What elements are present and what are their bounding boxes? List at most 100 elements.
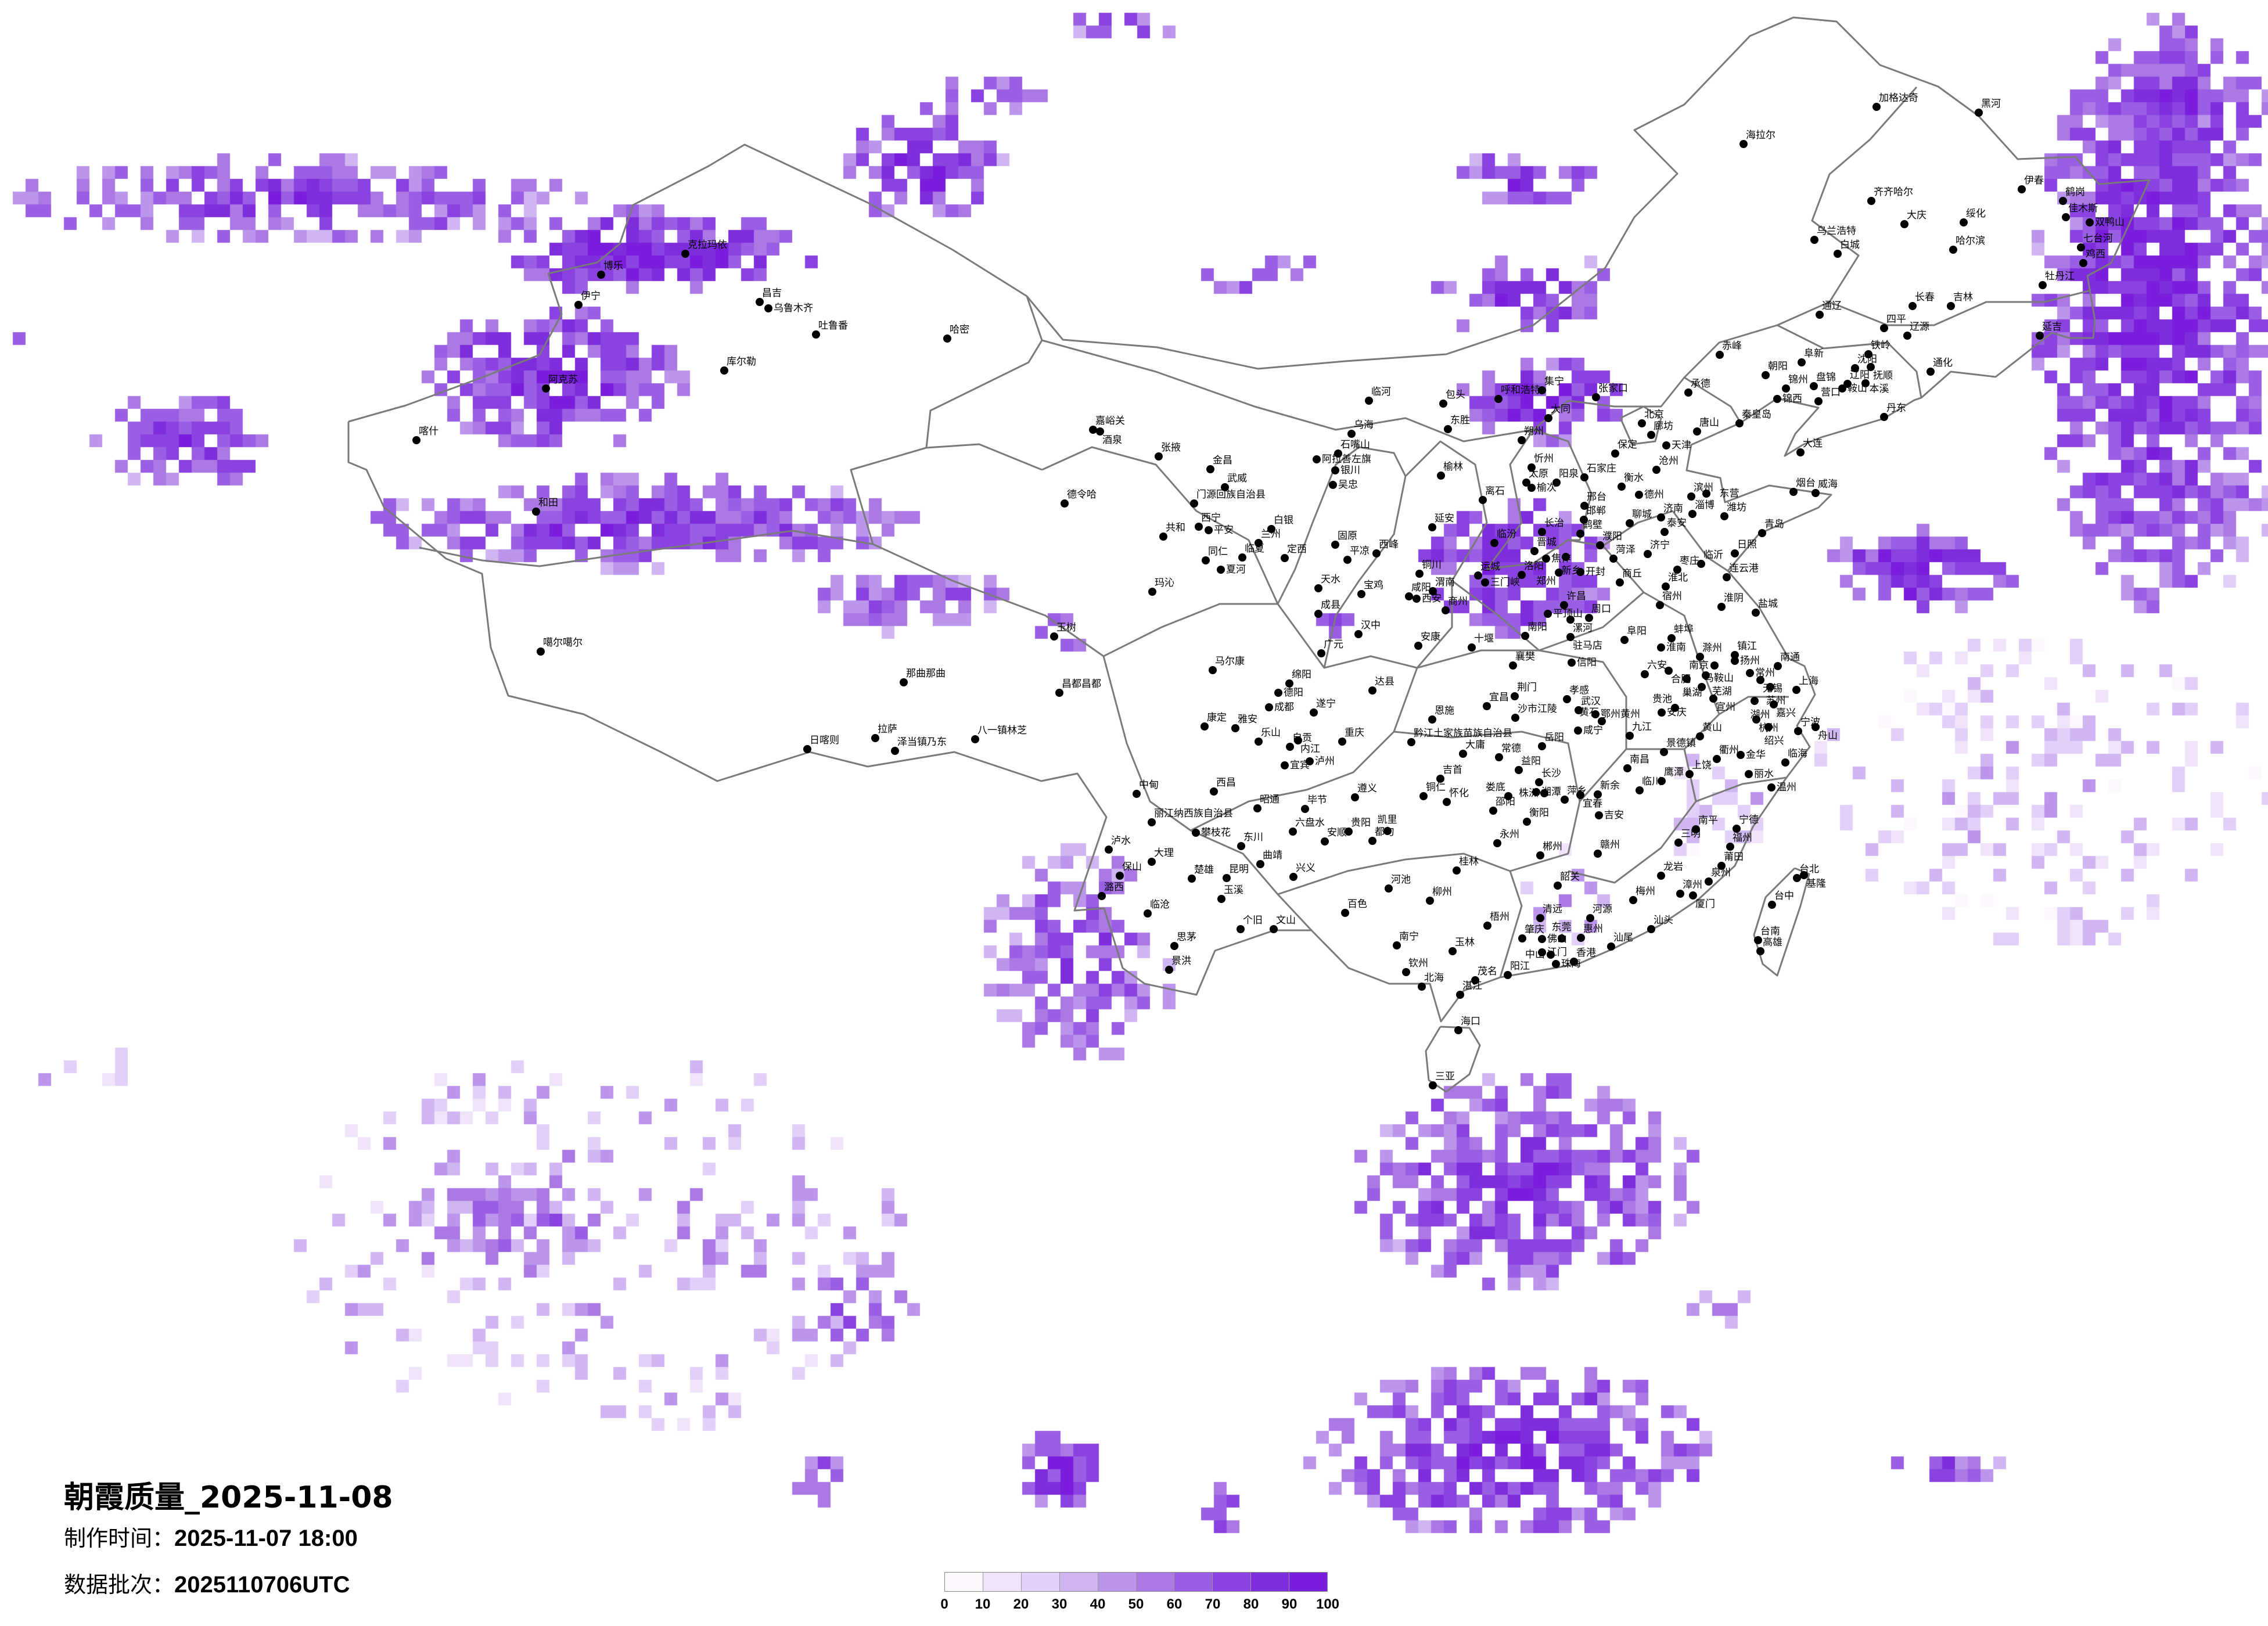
city-dot-icon: [1429, 1081, 1437, 1089]
city-label: 临夏: [1245, 543, 1264, 555]
city-dot-icon: [1419, 792, 1428, 800]
city-dot-icon: [1538, 528, 1546, 536]
city-dot-icon: [1834, 250, 1842, 258]
city-label: 黄石: [1579, 707, 1599, 718]
legend-swatch: [945, 1573, 983, 1591]
city-dot-icon: [1255, 738, 1263, 746]
city-label: 平凉: [1350, 545, 1370, 557]
city-label: 南阳: [1527, 621, 1547, 633]
city-label: 济宁: [1650, 539, 1670, 551]
city-dot-icon: [1629, 896, 1637, 904]
city-label: 丽水: [1754, 768, 1774, 780]
city-dot-icon: [2036, 332, 2044, 340]
city-dot-icon: [1301, 805, 1309, 813]
city-dot-icon: [1636, 786, 1644, 794]
city-dot-icon: [1494, 395, 1503, 403]
city-dot-icon: [2086, 218, 2094, 226]
city-label: 保定: [1618, 439, 1637, 451]
city-dot-icon: [1237, 842, 1245, 850]
city-label: 泸州: [1315, 756, 1335, 767]
province-border-sichuan: [1102, 603, 1418, 832]
city-dot-icon: [1368, 686, 1376, 695]
city-label: 蚌埠: [1674, 624, 1694, 635]
city-dot-icon: [2039, 281, 2047, 289]
city-dot-icon: [1415, 570, 1424, 578]
city-label: 雅安: [1238, 714, 1257, 725]
city-dot-icon: [1861, 379, 1870, 387]
city-label: 赣州: [1600, 839, 1620, 851]
city-dot-icon: [1702, 671, 1710, 679]
city-dot-icon: [1329, 481, 1337, 489]
city-label: 温州: [1777, 782, 1796, 793]
city-dot-icon: [1256, 860, 1264, 868]
city-label: 宿州: [1662, 591, 1682, 602]
city-label: 上海: [1799, 675, 1818, 687]
city-label: 和田: [538, 497, 558, 509]
city-label: 恩施: [1435, 705, 1454, 717]
city-dot-icon: [1540, 789, 1548, 797]
city-label: 平安: [1214, 524, 1234, 536]
city-dot-icon: [1538, 935, 1546, 943]
city-dot-icon: [1439, 400, 1447, 408]
city-label: 清远: [1543, 904, 1562, 915]
city-label: 张家口: [1598, 383, 1628, 394]
city-label: 漯河: [1573, 623, 1593, 634]
city-dot-icon: [1623, 764, 1631, 772]
city-dot-icon: [1148, 858, 1156, 866]
city-dot-icon: [1673, 566, 1681, 574]
city-dot-icon: [1575, 706, 1583, 714]
legend-tick-label: 70: [1205, 1596, 1221, 1612]
city-dot-icon: [1289, 873, 1297, 881]
city-dot-icon: [1265, 703, 1273, 711]
city-label: 株洲: [1519, 787, 1539, 799]
city-label: 兴义: [1296, 862, 1315, 874]
city-dot-icon: [1535, 778, 1543, 786]
city-label: 铁岭: [1871, 340, 1890, 351]
city-dot-icon: [1418, 983, 1426, 991]
city-label: 娄底: [1486, 782, 1505, 793]
city-label: 那曲那曲: [906, 668, 946, 679]
city-dot-icon: [1428, 523, 1436, 531]
city-dot-icon: [1479, 496, 1487, 504]
city-dot-icon: [1437, 472, 1445, 480]
city-label: 扬州: [1740, 655, 1760, 667]
city-label: 沧州: [1659, 455, 1678, 467]
province-border-northeast: [1683, 87, 1918, 379]
city-dot-icon: [1281, 554, 1289, 562]
city-label: 九江: [1632, 721, 1652, 733]
city-dot-icon: [1594, 850, 1602, 858]
city-dot-icon: [1321, 837, 1329, 846]
city-dot-icon: [1762, 371, 1770, 379]
city-dot-icon: [1685, 770, 1694, 778]
city-label: 锦州: [1788, 374, 1808, 386]
city-dot-icon: [1665, 667, 1673, 675]
city-label: 大同: [1551, 404, 1570, 415]
city-dot-icon: [1538, 742, 1546, 750]
city-label: 四平: [1886, 314, 1906, 325]
city-dot-icon: [1195, 523, 1203, 531]
city-dot-icon: [1527, 463, 1536, 472]
city-label: 梅州: [1636, 886, 1655, 897]
city-dot-icon: [1814, 397, 1823, 405]
city-dot-icon: [1444, 425, 1452, 433]
city-dot-icon: [1687, 492, 1695, 501]
legend-tick-label: 50: [1128, 1596, 1144, 1612]
city-dot-icon: [1880, 324, 1888, 332]
production-time: 制作时间：2025-11-07 18:00: [64, 1520, 358, 1552]
city-dot-icon: [1412, 595, 1421, 603]
city-dot-icon: [1684, 388, 1692, 397]
city-dot-icon: [1231, 724, 1239, 732]
city-dot-icon: [1713, 755, 1721, 763]
city-label: 平顶山: [1553, 608, 1583, 620]
city-label: 衢州: [1719, 744, 1739, 756]
city-label: 武威: [1227, 473, 1247, 484]
city-label: 临河: [1371, 386, 1391, 398]
city-dot-icon: [900, 678, 908, 686]
city-label: 南平: [1698, 815, 1718, 826]
city-dot-icon: [1745, 770, 1753, 778]
data-batch-value: 2025110706UTC: [174, 1572, 350, 1598]
city-label: 绥化: [1966, 208, 1986, 220]
city-label: 基隆: [1806, 878, 1826, 890]
city-dot-icon: [891, 747, 899, 755]
city-dot-icon: [1880, 413, 1888, 421]
